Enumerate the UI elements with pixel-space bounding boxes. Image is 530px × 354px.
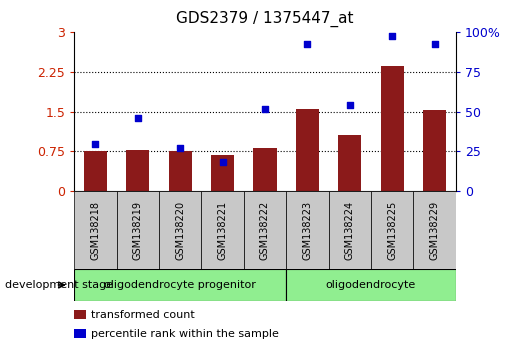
Bar bbox=[74, 329, 86, 338]
Text: GDS2379 / 1375447_at: GDS2379 / 1375447_at bbox=[176, 11, 354, 27]
Bar bbox=[74, 191, 117, 269]
Bar bbox=[169, 151, 192, 191]
Bar bbox=[126, 150, 149, 191]
Text: GSM138223: GSM138223 bbox=[303, 200, 312, 260]
Bar bbox=[423, 110, 446, 191]
Bar bbox=[286, 191, 329, 269]
Bar bbox=[338, 135, 361, 191]
Point bbox=[388, 33, 396, 39]
Text: GSM138218: GSM138218 bbox=[91, 201, 100, 259]
Point bbox=[91, 142, 100, 147]
Text: GSM138224: GSM138224 bbox=[345, 200, 355, 260]
Point bbox=[134, 115, 142, 121]
Point bbox=[303, 41, 312, 46]
Bar bbox=[413, 191, 456, 269]
Text: GSM138229: GSM138229 bbox=[430, 200, 439, 260]
Bar bbox=[84, 152, 107, 191]
Text: GSM138225: GSM138225 bbox=[387, 200, 397, 260]
Bar bbox=[159, 191, 201, 269]
Bar bbox=[201, 191, 244, 269]
Bar bbox=[74, 269, 286, 301]
Bar bbox=[296, 109, 319, 191]
Bar bbox=[74, 310, 86, 319]
Text: GSM138222: GSM138222 bbox=[260, 200, 270, 260]
Text: GSM138220: GSM138220 bbox=[175, 200, 185, 260]
Bar bbox=[381, 67, 404, 191]
Text: percentile rank within the sample: percentile rank within the sample bbox=[91, 329, 279, 339]
Text: GSM138219: GSM138219 bbox=[133, 201, 143, 259]
Point bbox=[176, 145, 184, 150]
Text: GSM138221: GSM138221 bbox=[218, 200, 227, 260]
Bar bbox=[253, 148, 277, 191]
Text: oligodendrocyte progenitor: oligodendrocyte progenitor bbox=[104, 280, 256, 290]
Point bbox=[218, 159, 227, 165]
Point bbox=[261, 106, 269, 112]
Point bbox=[430, 41, 439, 46]
Bar bbox=[329, 191, 371, 269]
Text: oligodendrocyte: oligodendrocyte bbox=[326, 280, 416, 290]
Bar bbox=[244, 191, 286, 269]
Point bbox=[346, 102, 354, 108]
Bar bbox=[117, 191, 159, 269]
Bar bbox=[286, 269, 456, 301]
Text: transformed count: transformed count bbox=[91, 310, 195, 320]
Text: development stage: development stage bbox=[5, 280, 113, 290]
Bar bbox=[371, 191, 413, 269]
Bar bbox=[211, 155, 234, 191]
